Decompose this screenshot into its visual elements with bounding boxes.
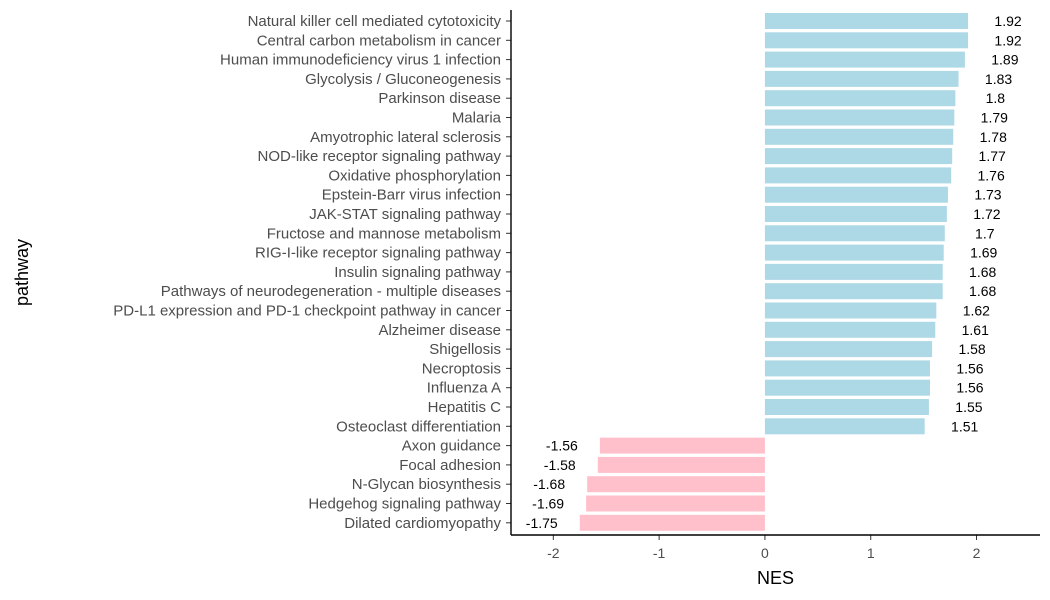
bar-value-label: 1.58 — [958, 341, 985, 357]
category-label: Central carbon metabolism in cancer — [257, 32, 501, 49]
x-tick-label: 1 — [867, 545, 875, 561]
bar — [764, 283, 943, 300]
bar — [597, 456, 765, 473]
bar — [764, 399, 929, 415]
bar-value-label: 1.69 — [970, 245, 997, 261]
bar — [764, 128, 954, 145]
x-tick-label: -2 — [547, 545, 560, 561]
bar — [764, 167, 952, 184]
category-label: Fructose and mannose metabolism — [267, 225, 501, 242]
bar — [764, 244, 944, 261]
bar — [764, 360, 930, 377]
bar-value-label: 1.72 — [973, 206, 1000, 222]
bar — [764, 148, 953, 165]
bar-value-label: 1.92 — [994, 32, 1021, 48]
bar-value-label: -1.56 — [546, 438, 578, 454]
bar-value-label: 1.51 — [951, 418, 978, 434]
bar — [764, 225, 945, 242]
x-tick-label: 0 — [761, 545, 769, 561]
category-label: NOD-like receptor signaling pathway — [258, 148, 502, 165]
bar — [764, 418, 925, 435]
bar — [764, 341, 933, 358]
bar-value-label: -1.75 — [526, 515, 558, 531]
bar — [764, 379, 930, 396]
category-label: Pathways of neurodegeneration - multiple… — [161, 283, 501, 300]
category-label: Axon guidance — [402, 438, 501, 455]
x-tick-label: 2 — [973, 545, 981, 561]
bar-value-label: 1.92 — [994, 13, 1021, 29]
bar-value-label: 1.76 — [978, 167, 1005, 183]
category-labels-group: Natural killer cell mediated cytotoxicit… — [113, 13, 511, 532]
category-label: Focal adhesion — [399, 457, 501, 474]
category-label: Epstein-Barr virus infection — [322, 187, 501, 204]
category-label: Alzheimer disease — [378, 322, 501, 339]
bar-value-label: 1.79 — [981, 110, 1008, 126]
bar-value-label: 1.68 — [969, 283, 996, 299]
category-label: Influenza A — [427, 380, 501, 397]
bar-value-label: -1.58 — [544, 457, 576, 473]
bar — [764, 32, 969, 49]
bar-value-label: 1.8 — [986, 90, 1006, 106]
bar — [764, 51, 965, 68]
y-axis-title: pathway — [12, 239, 32, 306]
bar — [764, 302, 937, 319]
x-axis-title: NES — [757, 568, 794, 588]
category-label: RIG-I-like receptor signaling pathway — [255, 245, 501, 262]
category-label: Insulin signaling pathway — [334, 264, 501, 281]
category-label: Hepatitis C — [428, 399, 502, 416]
bar-value-label: 1.89 — [991, 52, 1018, 68]
category-label: PD-L1 expression and PD-1 checkpoint pat… — [113, 303, 501, 320]
bar — [764, 321, 936, 338]
bar-value-label: 1.62 — [963, 303, 990, 319]
category-label: Oxidative phosphorylation — [328, 167, 501, 184]
bar — [764, 109, 955, 126]
bar — [764, 186, 948, 203]
bar-value-label: 1.56 — [956, 380, 983, 396]
bar-value-label: 1.56 — [956, 360, 983, 376]
value-labels-group: 1.92 1.92 1.89 1.83 1.8 1.79 1.78 1.77 1.76 1.73 1… — [526, 13, 1022, 531]
category-label: Glycolysis / Gluconeogenesis — [305, 71, 501, 88]
bar — [586, 495, 765, 512]
bar — [764, 70, 959, 87]
bar — [764, 206, 947, 222]
category-label: Hedgehog signaling pathway — [308, 496, 501, 513]
category-label: Parkinson disease — [378, 90, 501, 107]
category-label: Osteoclast differentiation — [336, 418, 501, 435]
bar — [764, 90, 956, 107]
category-label: Malaria — [452, 110, 502, 127]
category-label: Shigellosis — [429, 341, 501, 358]
bar-value-label: 1.55 — [955, 399, 982, 415]
bar-value-label: 1.83 — [985, 71, 1012, 87]
bar-value-label: -1.69 — [532, 496, 564, 512]
category-label: Amyotrophic lateral sclerosis — [310, 129, 501, 146]
category-label: Dilated cardiomyopathy — [344, 515, 501, 532]
bar-value-label: 1.77 — [979, 148, 1006, 164]
bar-value-label: 1.78 — [980, 129, 1007, 145]
bar — [579, 514, 765, 531]
category-label: JAK-STAT signaling pathway — [309, 206, 501, 223]
bar — [764, 263, 943, 280]
bar-value-label: -1.68 — [533, 476, 565, 492]
bar — [764, 13, 969, 29]
category-label: Natural killer cell mediated cytotoxicit… — [248, 13, 502, 30]
bar-value-label: 1.68 — [969, 264, 996, 280]
x-tick-label: -1 — [653, 545, 666, 561]
bar-value-label: 1.7 — [975, 225, 995, 241]
bar — [599, 437, 765, 454]
bar-value-label: 1.73 — [974, 187, 1001, 203]
category-label: Necroptosis — [422, 360, 501, 377]
bar — [587, 476, 765, 493]
bar-value-label: 1.61 — [962, 322, 989, 338]
x-ticks-group: -2 -1 0 1 2 — [547, 535, 981, 561]
bars-group — [579, 13, 969, 531]
category-label: Human immunodeficiency virus 1 infection — [220, 52, 501, 69]
category-label: N-Glycan biosynthesis — [352, 476, 501, 493]
